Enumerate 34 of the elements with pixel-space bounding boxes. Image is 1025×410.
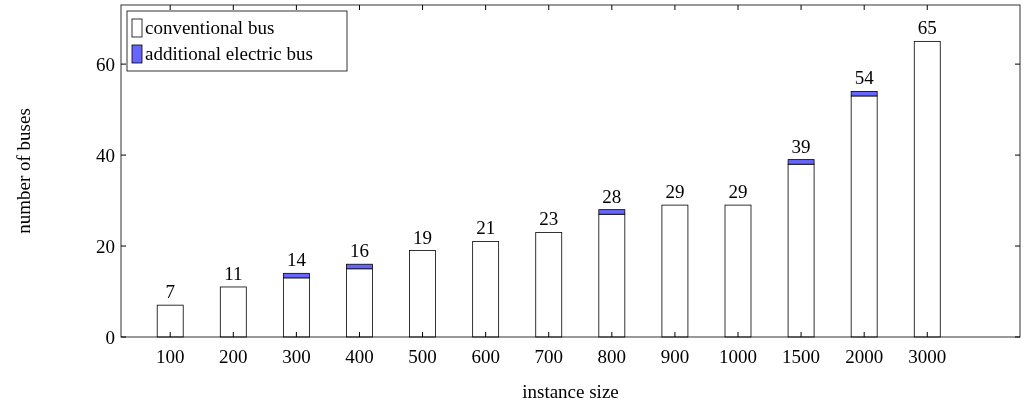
- x-tick-label: 2000: [845, 346, 884, 367]
- x-tick-label: 600: [471, 346, 500, 367]
- legend-label: conventional bus: [145, 17, 275, 38]
- x-tick-label: 100: [155, 346, 185, 367]
- total-label: 19: [413, 226, 433, 248]
- x-tick-label: 1000: [719, 346, 757, 367]
- total-label: 21: [476, 217, 496, 239]
- x-tick-label: 900: [660, 346, 690, 367]
- total-label: 7: [165, 281, 175, 303]
- x-tick-label: 500: [408, 346, 437, 367]
- y-axis-title: number of buses: [13, 108, 34, 234]
- total-label: 29: [728, 181, 748, 203]
- legend-label: additional electric bus: [145, 43, 313, 64]
- total-label: 29: [665, 181, 685, 203]
- total-label: 54: [854, 67, 875, 89]
- x-tick-label: 1500: [782, 346, 821, 367]
- total-label: 23: [539, 208, 559, 230]
- total-label: 16: [349, 240, 369, 262]
- total-label: 39: [791, 135, 811, 157]
- total-label: 11: [224, 262, 243, 284]
- y-tick-label: 20: [96, 235, 115, 257]
- x-tick-label: 400: [345, 346, 374, 367]
- x-axis-title: instance size: [522, 381, 619, 402]
- total-label: 28: [602, 185, 622, 207]
- x-tick-label: 3000: [908, 346, 947, 367]
- y-tick-label: 60: [96, 53, 115, 75]
- y-tick-label: 40: [96, 144, 115, 166]
- total-label: 65: [917, 17, 937, 39]
- x-tick-label: 700: [534, 346, 563, 367]
- total-label: 14: [286, 249, 307, 271]
- y-tick-label: 0: [105, 326, 115, 348]
- x-tick-label: 200: [219, 346, 248, 367]
- x-tick-label: 300: [282, 346, 311, 367]
- x-tick-label: 800: [597, 346, 627, 367]
